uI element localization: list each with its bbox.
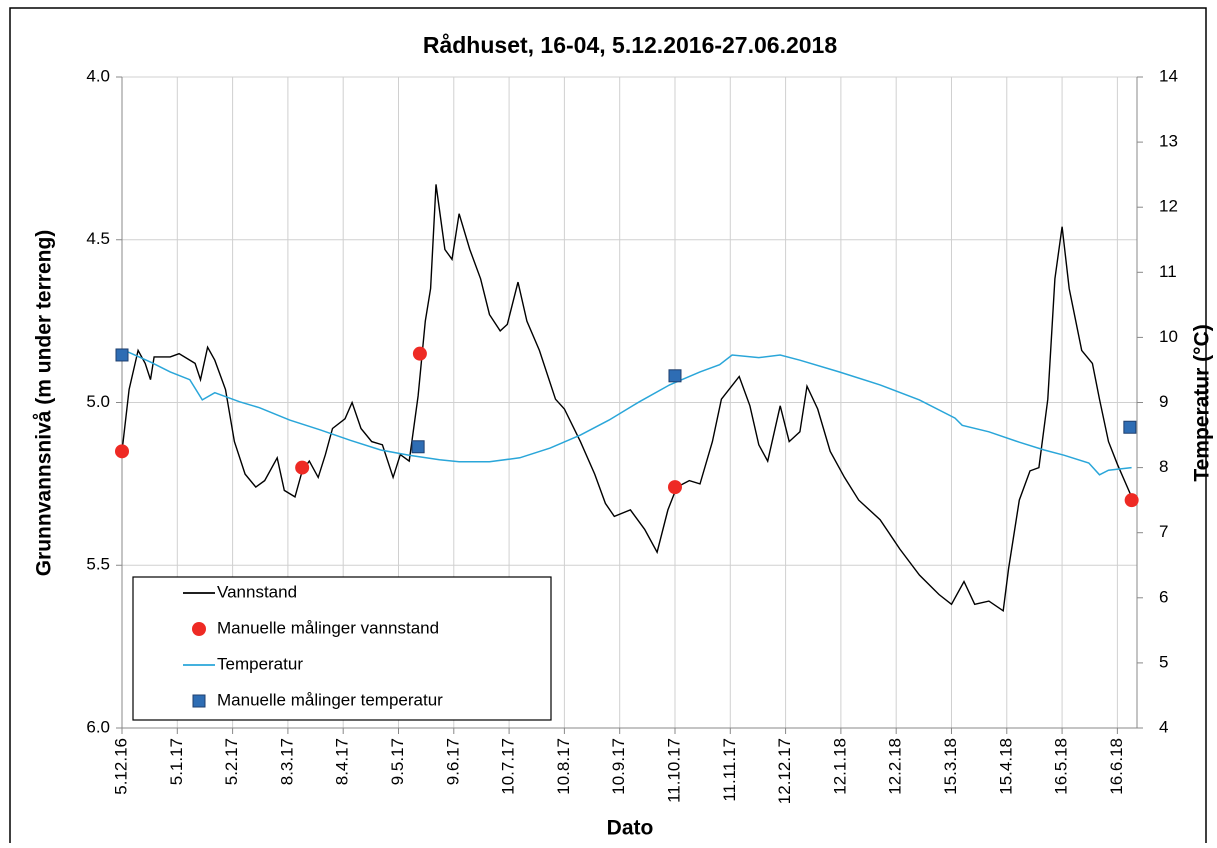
data-point [411, 440, 425, 454]
x-tick-label: 16.6.18 [1107, 738, 1126, 795]
x-tick-label: 15.4.18 [996, 738, 1015, 795]
x-tick-label: 9.5.17 [388, 738, 407, 785]
data-point [412, 346, 427, 361]
x-tick-label: 5.1.17 [167, 738, 186, 785]
x-tick-label: 15.3.18 [941, 738, 960, 795]
legend: Vannstand Manuelle målinger vannstand Temp… [132, 576, 552, 721]
y-tick-label: 4.0 [86, 66, 110, 85]
series-line [121, 350, 1132, 476]
y2-tick-label: 10 [1159, 327, 1178, 346]
x-tick-label: 9.6.17 [443, 738, 462, 785]
y2-tick-label: 8 [1159, 457, 1168, 476]
y2-tick-label: 9 [1159, 392, 1168, 411]
data-point [115, 348, 129, 362]
x-tick-label: 5.2.17 [222, 738, 241, 785]
y2-tick-label: 6 [1159, 587, 1168, 606]
frame [9, 7, 1207, 848]
y2-tick-label: 12 [1159, 197, 1178, 216]
x-tick-label: 8.4.17 [333, 738, 352, 785]
data-point [1124, 493, 1139, 508]
x-tick-label: 16.5.18 [1052, 738, 1071, 795]
legend-swatch [192, 694, 206, 708]
x-tick-label: 8.3.17 [277, 738, 296, 785]
y-tick-label: 5.5 [86, 555, 110, 574]
x-tick-label: 10.9.17 [609, 738, 628, 795]
x-tick-label: 11.11.17 [720, 738, 739, 802]
chart-title: Rådhuset, 16-04, 5.12.2016-27.06.2018 [423, 32, 837, 58]
legend-label: Manuelle målinger temperatur [217, 690, 443, 709]
x-tick-label: 10.7.17 [499, 738, 518, 795]
y-tick-label: 6.0 [86, 717, 110, 736]
legend-label: Temperatur [217, 654, 303, 673]
y2-axis-label: Temperatur (°C) [1191, 324, 1214, 481]
x-tick-label: 12.2.18 [886, 738, 905, 795]
y2-tick-label: 14 [1159, 66, 1178, 85]
legend-swatch [192, 622, 206, 636]
y2-tick-label: 5 [1159, 652, 1168, 671]
legend-label: Vannstand [217, 582, 297, 601]
y2-tick-label: 4 [1159, 717, 1168, 736]
x-tick-label: 12.1.18 [830, 738, 849, 795]
x-tick-label: 12.12.17 [775, 738, 794, 804]
y-axis-label: Grunnvannsnivå (m under terreng) [33, 230, 56, 577]
legend-label: Manuelle målinger vannstand [217, 618, 439, 637]
data-point [667, 480, 682, 495]
data-point [115, 444, 129, 459]
y-tick-label: 5.0 [86, 392, 110, 411]
y-tick-label: 4.5 [86, 229, 110, 248]
x-axis-label: Dato [607, 817, 654, 840]
data-point [295, 460, 310, 475]
x-tick-label: 5.12.16 [111, 738, 130, 795]
x-tick-label: 10.8.17 [554, 738, 573, 795]
data-point [668, 369, 682, 383]
y2-tick-label: 13 [1159, 132, 1178, 151]
y2-tick-label: 7 [1159, 522, 1168, 541]
y2-tick-label: 11 [1159, 262, 1177, 281]
series-line [121, 184, 1133, 613]
x-tick-label: 11.10.17 [664, 738, 683, 803]
data-point [1123, 420, 1137, 434]
